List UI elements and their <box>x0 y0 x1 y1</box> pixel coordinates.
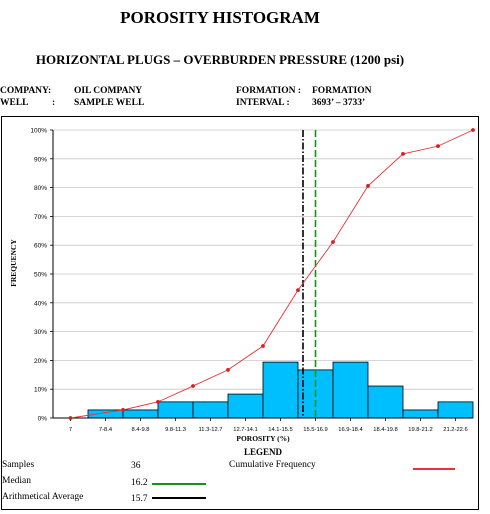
legend-samples-label: Samples <box>2 460 35 470</box>
chart-frame <box>1 116 479 510</box>
tick-labels: 0% 10% 20% 30% 40% 50% 60% 70% 80% 90% 100% 7 7-8.4 8… <box>30 128 467 434</box>
grid-lines <box>53 129 473 390</box>
cumulative-point <box>331 240 335 244</box>
interval-value: 3693’ – 3733’ <box>312 98 366 108</box>
histogram-bar <box>157 401 194 419</box>
legend-average-value: 15.7 <box>131 494 148 504</box>
company-value: OIL COMPANY <box>74 86 143 96</box>
y-tick-label: 70% <box>34 214 47 221</box>
cumulative-point <box>191 384 195 388</box>
reference-lines <box>302 130 317 418</box>
y-tick-label: 80% <box>34 185 47 192</box>
formation-label: FORMATION : <box>236 86 301 96</box>
legend-cumulative-label: Cumulative Frequency <box>229 460 316 470</box>
y-tick-label: 20% <box>34 358 47 365</box>
histogram-bar <box>192 401 229 419</box>
cumulative-point <box>401 152 405 156</box>
legend-average-swatch <box>152 497 206 499</box>
x-tick-label: 21.2-22.6 <box>443 427 468 433</box>
x-tick-label: 14.1-15.5 <box>268 427 293 433</box>
interval-label: INTERVAL : <box>236 98 290 108</box>
cumulative-point <box>121 408 125 412</box>
x-tick-label: 11.3-12.7 <box>198 427 222 433</box>
cumulative-point <box>261 344 265 348</box>
cumulative-point <box>471 128 475 132</box>
x-tick-label: 18.4-19.8 <box>373 427 398 433</box>
histogram-bars <box>87 361 474 419</box>
formation-value: FORMATION <box>312 86 372 96</box>
legend-median-value: 16.2 <box>131 478 148 488</box>
legend-samples-value: 36 <box>131 461 141 471</box>
x-tick-label: 9.8-11.3 <box>165 427 186 433</box>
histogram-bar <box>332 361 369 419</box>
well-value: SAMPLE WELL <box>74 98 145 108</box>
x-tick-label: 16.9-18.4 <box>338 427 363 433</box>
company-label: COMPANY: <box>0 86 52 96</box>
y-tick-label: 90% <box>34 156 47 163</box>
y-tick-label: 60% <box>34 243 47 250</box>
x-tick-label: 7 <box>69 427 72 433</box>
x-axis-label: POROSITY (%) <box>236 434 290 443</box>
y-tick-label: 10% <box>34 387 47 394</box>
page-title: POROSITY HISTOGRAM <box>120 8 320 27</box>
y-tick-label: 30% <box>34 329 47 336</box>
well-separator: : <box>52 98 56 108</box>
cumulative-point <box>366 183 370 188</box>
legend-average-label: Arithmetical Average <box>2 492 84 502</box>
histogram-bar <box>402 409 439 419</box>
x-tick-label: 7-8.4 <box>99 427 113 433</box>
histogram-bar <box>227 393 264 419</box>
x-tick-label: 19.8-21.2 <box>408 427 433 433</box>
cumulative-point <box>226 368 230 372</box>
y-tick-label: 50% <box>34 272 47 279</box>
legend-median-label: Median <box>2 476 32 486</box>
histogram-bar <box>262 361 299 419</box>
y-tick-label: 40% <box>34 300 47 307</box>
cumulative-point <box>68 416 73 420</box>
legend-cumulative-swatch <box>413 468 455 470</box>
axes <box>50 129 473 421</box>
histogram-bar <box>437 401 474 419</box>
y-tick-label: 0% <box>38 416 48 423</box>
x-tick-label: 12.7-14.1 <box>233 427 258 433</box>
y-tick-label: 100% <box>30 128 47 135</box>
cumulative-point <box>156 399 160 404</box>
legend-title: LEGEND <box>244 447 283 457</box>
cumulative-point <box>296 288 300 293</box>
x-tick-label: 8.4-9.8 <box>131 427 149 433</box>
cumulative-point <box>436 144 440 149</box>
histogram-bar <box>367 385 404 419</box>
page-subtitle: HORIZONTAL PLUGS – OVERBURDEN PRESSURE (… <box>35 52 405 67</box>
cumulative-line <box>70 129 474 419</box>
legend-median-swatch <box>152 483 206 485</box>
well-label: WELL <box>0 98 29 108</box>
cumulative-series <box>68 128 475 420</box>
histogram-bar <box>122 409 159 419</box>
x-tick-label: 15.5-16.9 <box>303 427 328 433</box>
y-axis-label: FREQUENCY <box>9 239 18 287</box>
